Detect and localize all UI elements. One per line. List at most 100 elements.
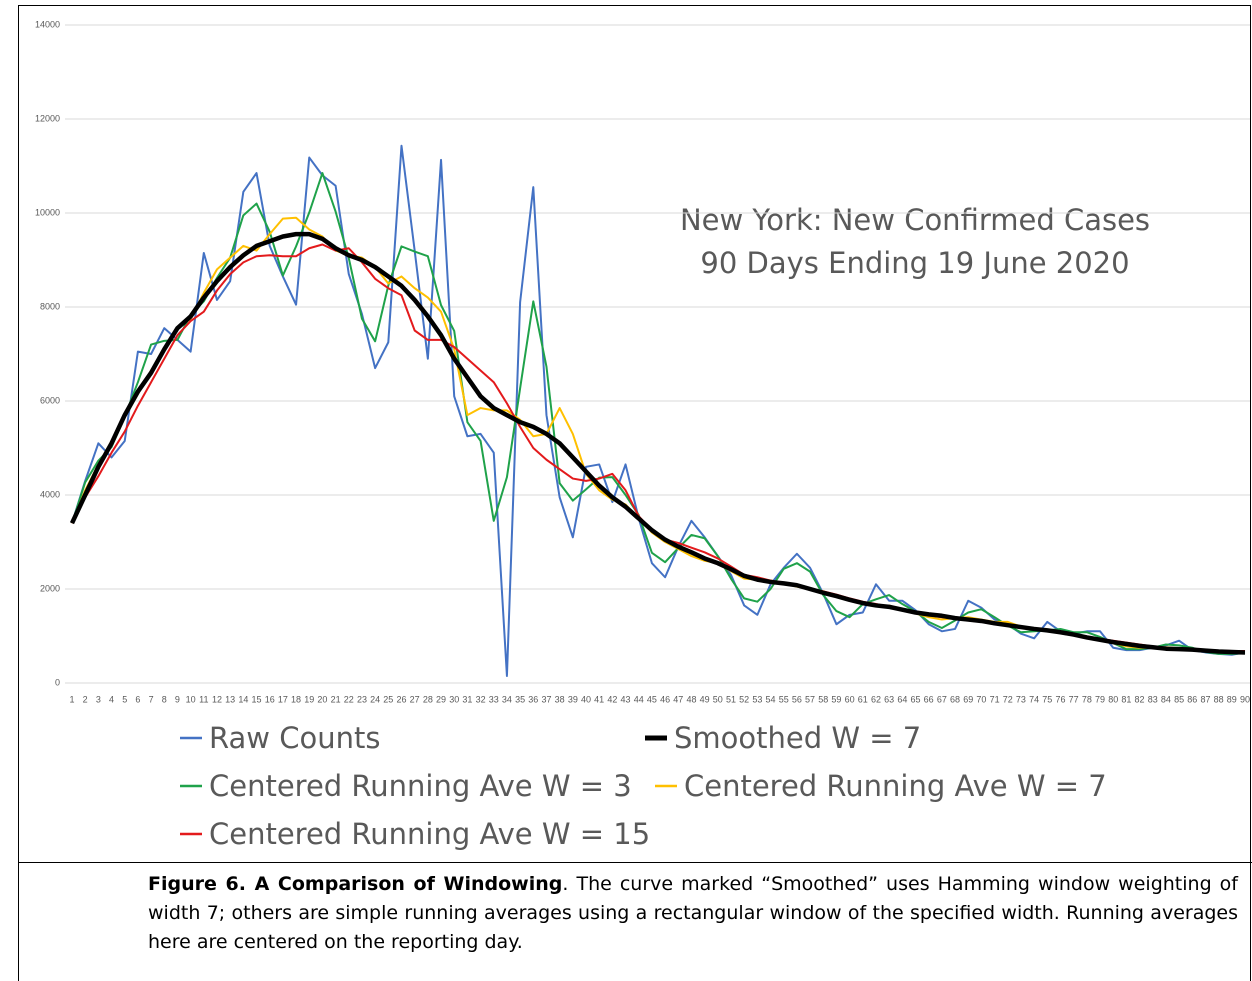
x-tick-label: 69 [963,694,973,704]
x-tick-label: 16 [265,694,275,704]
legend-label: Centered Running Ave W = 7 [684,769,1107,803]
y-tick-label: 0 [55,677,60,687]
legend-label: Centered Running Ave W = 3 [209,769,632,803]
x-tick-label: 4 [109,694,114,704]
x-tick-label: 35 [515,694,525,704]
x-tick-label: 56 [792,694,802,704]
x-tick-label: 64 [897,694,907,704]
x-tick-label: 21 [331,694,341,704]
x-tick-label: 9 [175,694,180,704]
x-tick-label: 10 [186,694,196,704]
x-tick-label: 23 [357,694,367,704]
x-tick-label: 90 [1240,694,1250,704]
x-tick-label: 58 [818,694,828,704]
legend-label: Centered Running Ave W = 15 [209,817,650,851]
chart-subtitle: 90 Days Ending 19 June 2020 [700,246,1129,280]
x-tick-label: 3 [96,694,101,704]
x-tick-label: 40 [581,694,591,704]
x-tick-label: 29 [436,694,446,704]
y-tick-label: 8000 [40,301,60,311]
legend-label: Raw Counts [209,721,380,755]
frame [18,5,1251,981]
x-tick-label: 24 [370,694,380,704]
x-tick-label: 2 [83,694,88,704]
x-tick-label: 48 [686,694,696,704]
x-tick-label: 84 [1161,694,1171,704]
x-tick-label: 89 [1227,694,1237,704]
y-tick-label: 10000 [35,207,60,217]
x-tick-label: 80 [1108,694,1118,704]
x-tick-label: 85 [1174,694,1184,704]
x-tick-label: 30 [449,694,459,704]
x-tick-label: 42 [607,694,617,704]
x-tick-label: 33 [489,694,499,704]
x-tick-label: 81 [1121,694,1131,704]
x-tick-label: 76 [1055,694,1065,704]
x-tick-label: 49 [700,694,710,704]
x-tick-label: 50 [713,694,723,704]
x-tick-label: 52 [739,694,749,704]
legend-label: Smoothed W = 7 [674,721,921,755]
x-tick-label: 22 [344,694,354,704]
x-tick-label: 70 [976,694,986,704]
x-tick-label: 66 [924,694,934,704]
x-tick-label: 71 [990,694,1000,704]
x-tick-label: 78 [1082,694,1092,704]
x-tick-label: 1 [69,694,74,704]
x-tick-label: 73 [1016,694,1026,704]
series-line [71,216,1245,654]
x-tick-label: 46 [660,694,670,704]
x-tick-label: 53 [752,694,762,704]
x-tick-label: 79 [1095,694,1105,704]
x-tick-label: 39 [568,694,578,704]
chart-title: New York: New Confirmed Cases [680,203,1150,237]
x-tick-label: 18 [291,694,301,704]
x-tick-label: 5 [122,694,127,704]
series-line [71,144,1246,677]
y-tick-label: 14000 [35,19,60,29]
x-tick-label: 87 [1200,694,1210,704]
y-tick-label: 4000 [40,489,60,499]
x-tick-label: 54 [766,694,776,704]
x-tick-label: 7 [149,694,154,704]
x-tick-label: 38 [555,694,565,704]
x-tick-label: 20 [317,694,327,704]
caption: Figure 6. A Comparison of Windowing. The… [148,870,1238,957]
x-tick-label: 45 [647,694,657,704]
x-tick-label: 11 [199,694,208,704]
x-tick-label: 14 [238,694,248,704]
x-tick-label: 57 [805,694,815,704]
x-tick-label: 8 [162,694,167,704]
x-tick-label: 83 [1148,694,1158,704]
caption-label: Figure 6. A Comparison of Windowing [148,873,563,895]
x-tick-label: 59 [831,694,841,704]
x-tick-label: 25 [383,694,393,704]
x-tick-label: 60 [845,694,855,704]
x-tick-label: 6 [135,694,140,704]
series-line [71,243,1245,653]
x-tick-label: 32 [476,694,486,704]
x-tick-label: 62 [871,694,881,704]
x-tick-label: 74 [1029,694,1039,704]
x-tick-label: 86 [1187,694,1197,704]
x-tick-label: 37 [541,694,551,704]
caption-text: . The curve marked “Smoothed” uses Hammi… [148,873,1238,953]
x-tick-label: 34 [502,694,512,704]
x-tick-label: 43 [621,694,631,704]
x-tick-label: 44 [634,694,644,704]
x-tick-label: 51 [726,694,736,704]
x-tick-label: 36 [528,694,538,704]
x-tick-label: 75 [1042,694,1052,704]
x-tick-label: 41 [594,694,604,704]
series-line [69,231,1246,655]
x-tick-label: 27 [410,694,420,704]
x-tick-label: 68 [950,694,960,704]
y-tick-label: 6000 [40,395,60,405]
x-tick-label: 19 [304,694,314,704]
x-tick-label: 88 [1214,694,1224,704]
x-tick-label: 72 [1003,694,1013,704]
x-tick-label: 17 [278,694,288,704]
x-tick-label: 67 [937,694,947,704]
